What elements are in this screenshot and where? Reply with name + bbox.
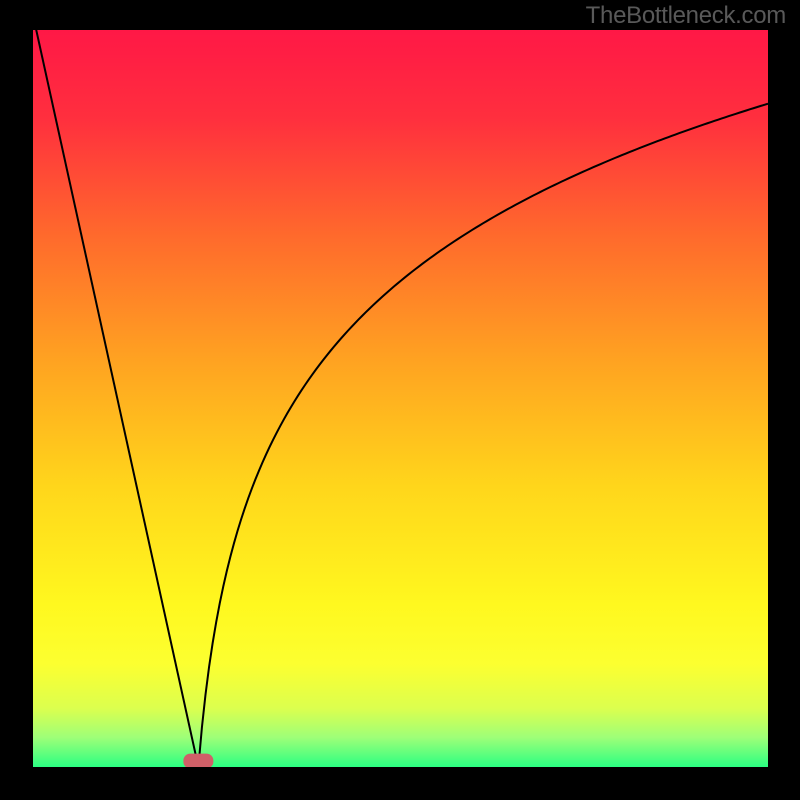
- watermark-text: TheBottleneck.com: [586, 2, 786, 30]
- optimal-point-marker: [183, 754, 213, 767]
- chart-frame: TheBottleneck.com: [0, 0, 800, 800]
- bottleneck-plot: [33, 30, 768, 767]
